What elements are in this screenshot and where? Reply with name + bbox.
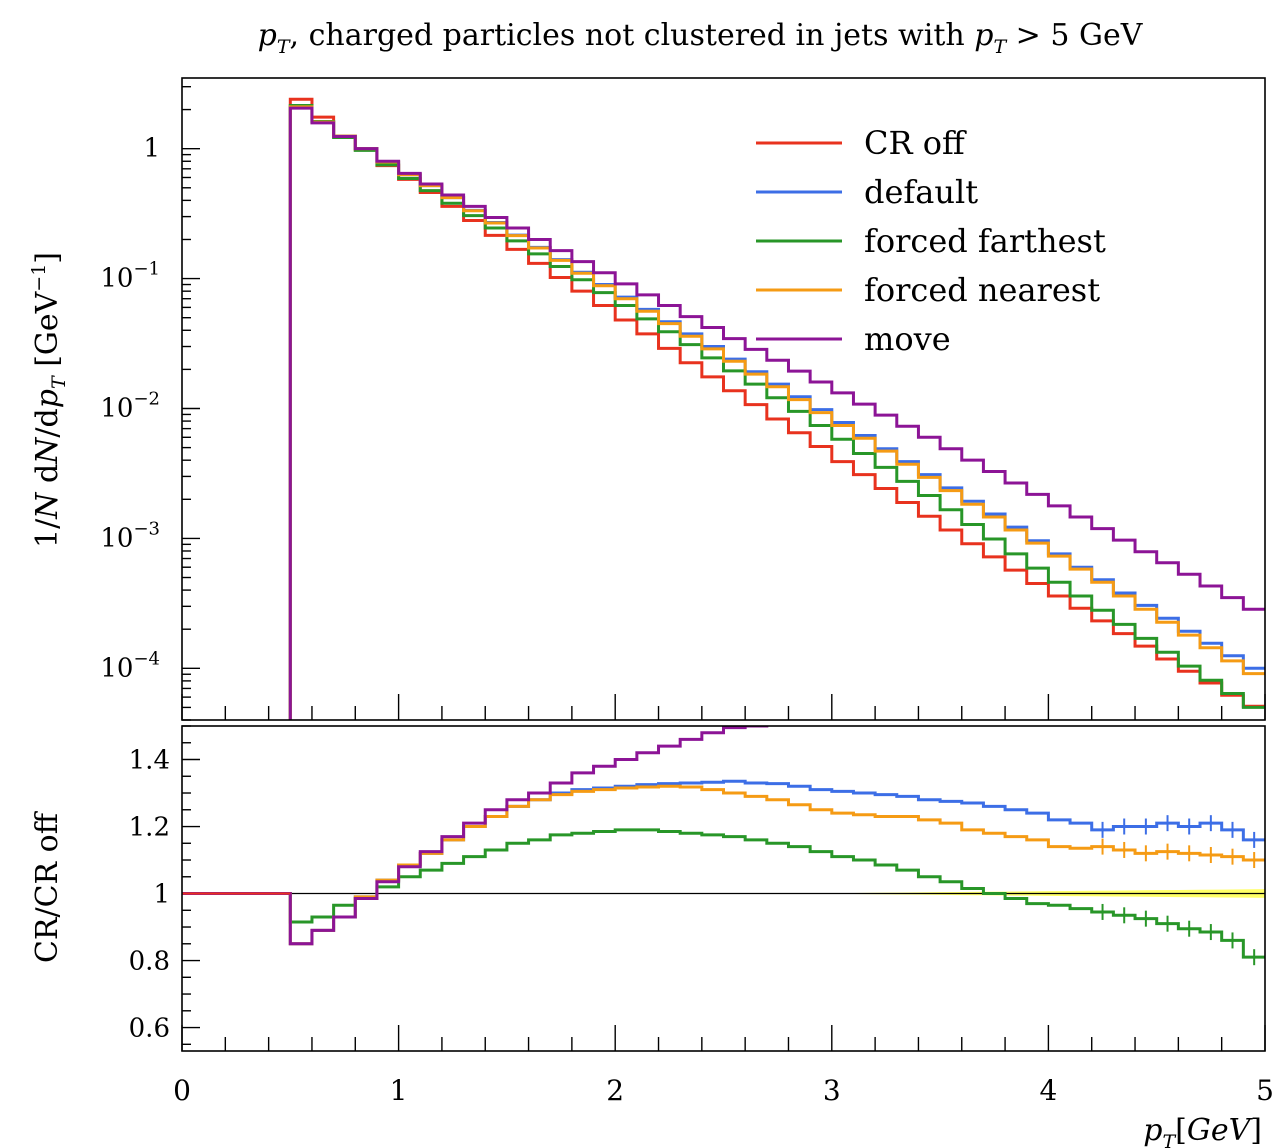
main-y-axis-label: 1/N dN/dpT [GeV−1] (28, 252, 70, 548)
ratio-y-tick-label: 1.4 (129, 746, 170, 776)
main-series-forced-nearest (288, 105, 1265, 720)
ratio-series-forced-nearest (182, 784, 1265, 946)
main-series-move (288, 106, 1265, 720)
main-series-forced-farthest (288, 103, 1265, 720)
y-tick-label: 10−2 (100, 388, 160, 423)
ratio-y-tick-label: 0.8 (129, 947, 170, 977)
legend-label: CR off (864, 124, 967, 162)
ratio-y-tick-label: 1.2 (129, 813, 170, 843)
ratio-y-tick-label: 1 (153, 880, 170, 910)
ratio-plot-frame (181, 725, 1266, 1052)
main-series-cr-off (288, 97, 1265, 720)
y-tick-label: 10−1 (100, 259, 160, 294)
x-tick-label: 2 (606, 1074, 624, 1107)
chart-title: pT, charged particles not clustered in j… (258, 18, 1144, 58)
y-tick-label: 10−4 (100, 648, 160, 683)
x-axis-label: pT[GeV] (1143, 1113, 1262, 1148)
legend-label: forced nearest (864, 271, 1100, 309)
y-tick-label: 1 (143, 134, 160, 164)
ratio-y-tick-label: 0.6 (129, 1014, 170, 1044)
legend-label: move (864, 320, 951, 358)
x-tick-label: 5 (1256, 1074, 1274, 1107)
x-tick-label: 1 (390, 1074, 408, 1107)
ratio-series-forced-farthest (182, 828, 1265, 959)
main-plot-frame (181, 77, 1266, 721)
legend-label: forced farthest (864, 222, 1106, 260)
x-tick-label: 0 (173, 1074, 191, 1107)
x-tick-label: 3 (823, 1074, 841, 1107)
ratio-y-axis-label: CR/CR off (30, 810, 65, 963)
ratio-series-move (182, 726, 769, 946)
y-tick-label: 10−3 (100, 518, 160, 553)
legend-label: default (864, 173, 978, 211)
x-tick-label: 4 (1039, 1074, 1057, 1107)
